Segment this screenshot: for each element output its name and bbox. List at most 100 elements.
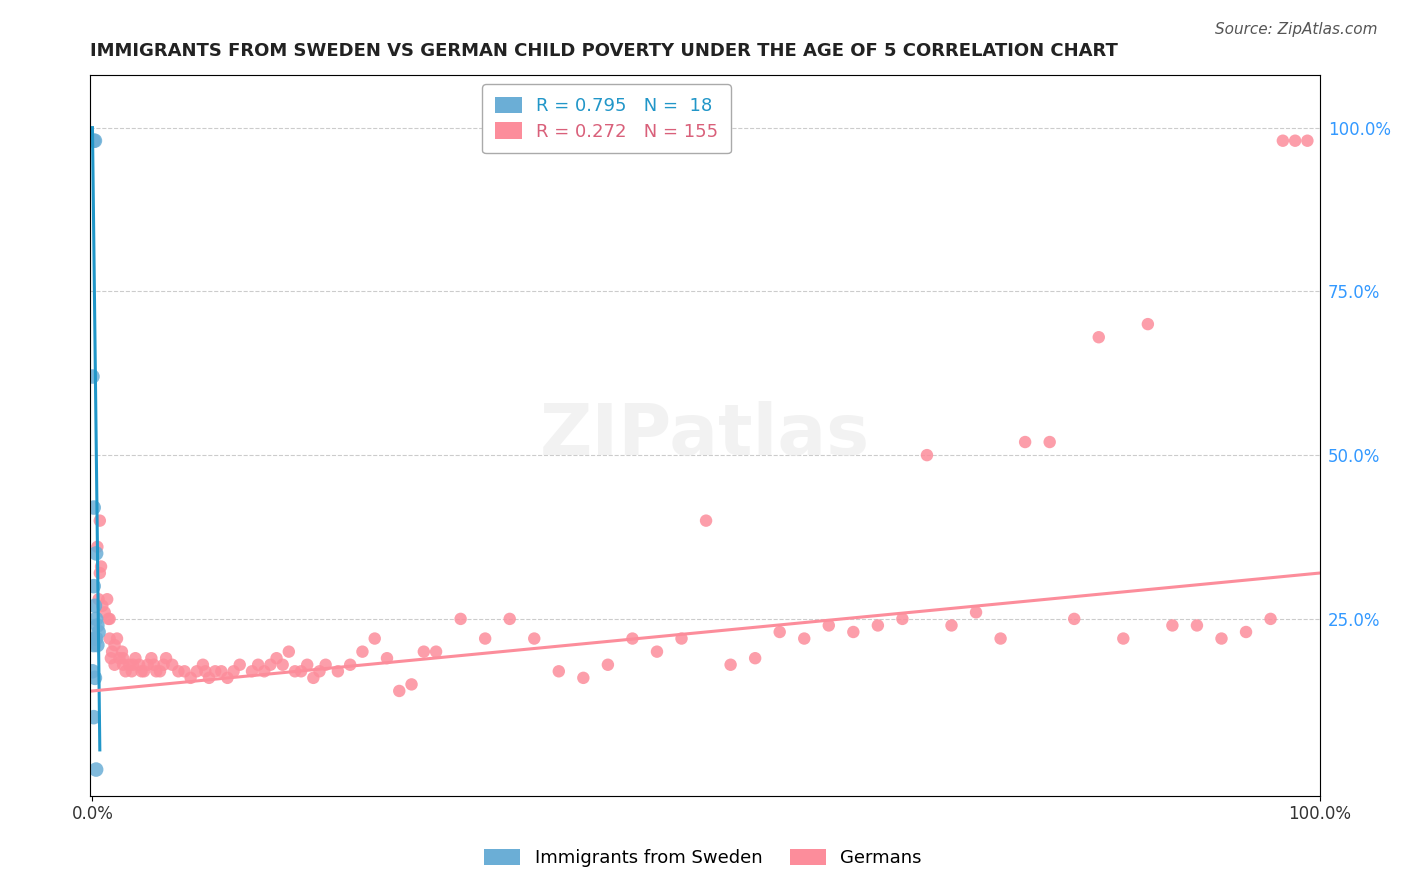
Point <box>108 651 131 665</box>
Point <box>596 657 619 672</box>
Point <box>84 599 107 613</box>
Point <box>1063 612 1085 626</box>
Point <box>83 579 105 593</box>
Point <box>84 671 107 685</box>
Point <box>145 665 167 679</box>
Point <box>82 665 104 679</box>
Point <box>155 651 177 665</box>
Point <box>83 710 105 724</box>
Point <box>84 546 107 560</box>
Point <box>228 657 250 672</box>
Point <box>253 665 276 679</box>
Point <box>82 369 104 384</box>
Point <box>84 632 107 646</box>
Point <box>817 618 839 632</box>
Point <box>1211 632 1233 646</box>
Point <box>152 657 174 672</box>
Point <box>118 657 141 672</box>
Point <box>84 763 107 777</box>
Point <box>149 665 172 679</box>
Point <box>547 665 569 679</box>
Point <box>83 500 105 515</box>
Point <box>308 665 330 679</box>
Point <box>98 632 121 646</box>
Point <box>769 625 792 640</box>
Point <box>375 651 398 665</box>
Point <box>111 645 134 659</box>
Point <box>103 638 125 652</box>
Point <box>1260 612 1282 626</box>
Point <box>1284 134 1306 148</box>
Point <box>87 592 110 607</box>
Point <box>915 448 938 462</box>
Point <box>217 671 239 685</box>
Point <box>866 618 889 632</box>
Point <box>744 651 766 665</box>
Point <box>259 657 281 672</box>
Point <box>114 665 136 679</box>
Point <box>86 638 108 652</box>
Point <box>425 645 447 659</box>
Point <box>93 605 115 619</box>
Point <box>523 632 546 646</box>
Point <box>290 665 312 679</box>
Point <box>941 618 963 632</box>
Point <box>271 657 294 672</box>
Point <box>720 657 742 672</box>
Point <box>112 657 135 672</box>
Point <box>124 651 146 665</box>
Text: ZIPatlas: ZIPatlas <box>540 401 870 470</box>
Point <box>96 592 118 607</box>
Point <box>572 671 595 685</box>
Point <box>297 657 319 672</box>
Point <box>98 612 121 626</box>
Point <box>1185 618 1208 632</box>
Point <box>198 671 221 685</box>
Point <box>1014 435 1036 450</box>
Point <box>450 612 472 626</box>
Point <box>142 657 165 672</box>
Point <box>191 657 214 672</box>
Point <box>499 612 522 626</box>
Legend: R = 0.795   N =  18, R = 0.272   N = 155: R = 0.795 N = 18, R = 0.272 N = 155 <box>482 84 731 153</box>
Point <box>1234 625 1257 640</box>
Point <box>84 612 107 626</box>
Point <box>209 665 232 679</box>
Point <box>842 625 865 640</box>
Point <box>1296 134 1319 148</box>
Point <box>86 540 108 554</box>
Point <box>326 665 349 679</box>
Point <box>136 657 159 672</box>
Legend: Immigrants from Sweden, Germans: Immigrants from Sweden, Germans <box>477 841 929 874</box>
Point <box>1039 435 1062 450</box>
Point <box>160 657 183 672</box>
Point <box>103 657 125 672</box>
Point <box>1161 618 1184 632</box>
Point <box>247 657 270 672</box>
Point <box>1087 330 1109 344</box>
Point <box>90 559 112 574</box>
Point <box>671 632 693 646</box>
Point <box>89 566 111 580</box>
Point <box>990 632 1012 646</box>
Point <box>173 665 195 679</box>
Point <box>240 665 263 679</box>
Point <box>180 671 202 685</box>
Point <box>89 514 111 528</box>
Point <box>204 665 226 679</box>
Point <box>302 671 325 685</box>
Point <box>793 632 815 646</box>
Point <box>84 632 107 646</box>
Point <box>97 612 120 626</box>
Point <box>1271 134 1294 148</box>
Point <box>315 657 337 672</box>
Point <box>100 651 122 665</box>
Point <box>266 651 288 665</box>
Point <box>122 657 145 672</box>
Point <box>186 665 208 679</box>
Point <box>277 645 299 659</box>
Point <box>132 665 155 679</box>
Point <box>695 514 717 528</box>
Point <box>965 605 987 619</box>
Point <box>194 665 217 679</box>
